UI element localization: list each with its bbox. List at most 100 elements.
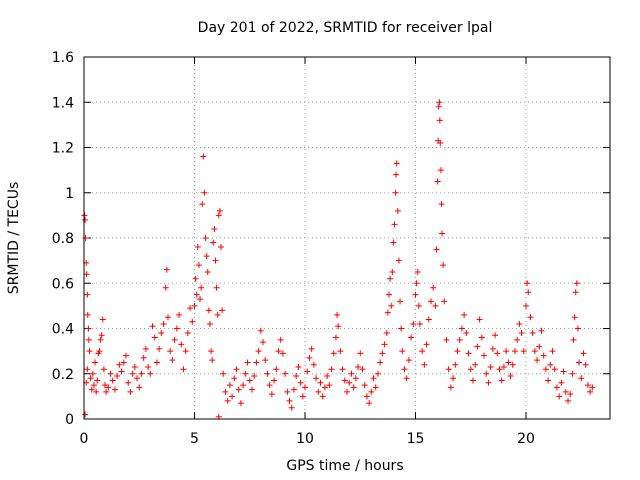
data-point — [107, 370, 114, 377]
data-point — [203, 253, 210, 260]
data-point — [467, 366, 474, 373]
data-point — [374, 370, 381, 377]
data-point — [199, 201, 206, 208]
data-point — [572, 289, 579, 296]
data-point — [193, 291, 200, 298]
data-point — [440, 262, 447, 269]
data-point — [567, 391, 574, 398]
data-point — [334, 311, 341, 318]
data-point — [582, 361, 589, 368]
data-point — [447, 384, 454, 391]
data-point — [509, 361, 516, 368]
data-point — [445, 366, 452, 373]
data-point — [191, 302, 198, 309]
data-point — [454, 348, 461, 355]
data-point — [116, 361, 123, 368]
data-point — [569, 370, 576, 377]
data-point — [525, 289, 532, 296]
data-point — [317, 379, 324, 386]
data-point — [439, 230, 446, 237]
data-point — [436, 99, 443, 106]
data-point — [359, 366, 366, 373]
data-point — [205, 307, 212, 314]
data-point — [381, 341, 388, 348]
data-point — [293, 373, 300, 380]
y-axis-label: SRMTID / TECUs — [6, 182, 22, 295]
data-point — [494, 350, 501, 357]
data-point — [389, 268, 396, 275]
data-point — [430, 284, 437, 291]
data-point — [198, 284, 205, 291]
data-point — [98, 332, 105, 339]
data-point — [398, 325, 405, 332]
data-point — [215, 212, 222, 219]
data-point — [385, 291, 392, 298]
data-point — [315, 388, 322, 395]
grid-lines — [84, 57, 610, 419]
data-point — [257, 327, 264, 334]
data-point — [216, 207, 223, 214]
data-point — [295, 363, 302, 370]
data-point — [162, 284, 169, 291]
data-point — [570, 336, 577, 343]
x-tick-label: 5 — [190, 431, 199, 447]
data-point — [370, 375, 377, 382]
axis-ticks: 0 0.2 0.4 0.6 0.8 1 1.2 1.4 1.6 0 5 10 15 20 — [52, 50, 610, 447]
data-point — [321, 384, 328, 391]
data-point — [399, 348, 406, 355]
data-point — [390, 239, 397, 246]
data-point — [136, 384, 143, 391]
data-point — [433, 246, 440, 253]
data-point — [415, 302, 422, 309]
data-point — [328, 366, 335, 373]
data-point — [346, 379, 353, 386]
data-point — [474, 343, 481, 350]
data-point — [83, 271, 90, 278]
data-point — [302, 384, 309, 391]
data-point — [192, 275, 199, 282]
data-point — [383, 330, 390, 337]
data-point — [514, 336, 521, 343]
data-point — [344, 388, 350, 395]
data-point — [260, 339, 267, 346]
data-point — [461, 311, 468, 318]
data-point — [145, 363, 152, 370]
y-tick-label: 1.2 — [52, 141, 74, 157]
data-point — [372, 384, 379, 391]
data-point — [408, 334, 415, 341]
data-point — [403, 375, 410, 382]
data-point — [523, 302, 530, 309]
data-point — [195, 262, 202, 269]
data-point — [578, 375, 585, 382]
data-point — [503, 348, 510, 355]
data-point — [233, 366, 240, 373]
data-point — [391, 221, 398, 228]
data-point — [527, 314, 534, 321]
data-point — [214, 311, 221, 318]
data-point — [419, 348, 426, 355]
data-point — [90, 382, 97, 389]
data-point — [204, 268, 211, 275]
data-point — [485, 379, 492, 386]
data-point — [229, 393, 236, 400]
data-point — [125, 379, 132, 386]
data-point — [366, 400, 373, 407]
data-point — [84, 291, 91, 298]
data-point — [84, 311, 91, 318]
data-point — [469, 377, 476, 384]
data-point — [387, 275, 394, 282]
plot-frame — [83, 56, 611, 420]
data-point — [153, 359, 160, 366]
data-point — [94, 377, 101, 384]
data-point — [529, 330, 536, 337]
data-point — [200, 153, 207, 160]
data-point — [246, 377, 253, 384]
data-point — [86, 348, 93, 355]
data-point — [553, 384, 560, 391]
data-point — [142, 345, 149, 352]
data-point — [392, 189, 399, 196]
data-point — [308, 345, 315, 352]
data-point — [176, 311, 183, 318]
data-point — [551, 366, 558, 373]
